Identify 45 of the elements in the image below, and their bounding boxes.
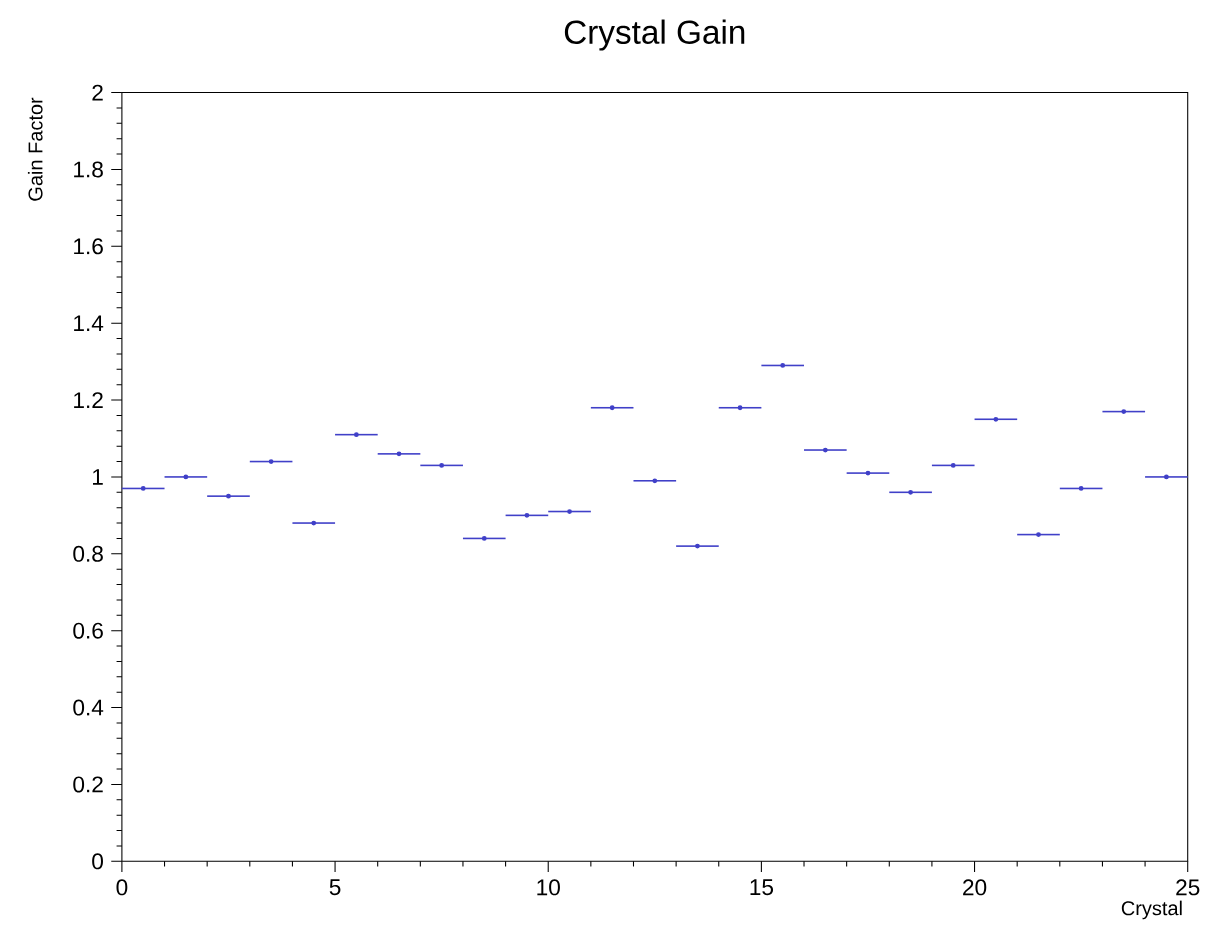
point [695,543,700,549]
y-tick-label: 0.4 [73,699,104,716]
y-tick-label: 1.6 [74,238,103,255]
y-tick-label: 0 [92,853,103,870]
point [311,520,317,526]
point [353,432,359,438]
y-tick-label: 1.8 [74,161,103,178]
point [652,478,658,484]
point [780,363,786,369]
y-tick-label: 1.2 [74,392,103,409]
y-tick-label: 1 [93,469,103,485]
y-axis-title: Gain Factor [27,97,43,201]
point [1121,409,1127,415]
x-tick-label: 5 [329,879,341,896]
point [439,463,445,469]
point [567,509,572,515]
point [396,451,402,457]
point [1078,486,1084,492]
point [908,490,913,495]
point [1163,474,1169,480]
point [865,470,871,476]
x-tick-label: 25 [1176,879,1200,896]
point [822,447,828,453]
y-tick-label: 0.6 [73,622,103,639]
y-tick-label: 2 [92,84,103,101]
x-tick-label: 10 [537,879,560,896]
point [524,513,530,518]
point [183,474,189,480]
chart-title: Crystal Gain [564,19,745,51]
point [993,417,999,422]
point [268,459,274,465]
point [226,493,231,499]
point [481,536,487,542]
y-tick-label: 1.4 [74,315,104,332]
y-tick-label: 0.8 [73,546,103,563]
point [950,463,956,469]
x-tick-label: 15 [750,879,774,896]
point [140,486,146,492]
point [1036,532,1041,538]
x-tick-label: 0 [116,879,128,896]
y-tick-label: 0.2 [73,776,103,793]
point [737,405,743,411]
point [609,405,615,411]
x-axis-title: Crystal [1121,900,1182,920]
x-tick-label: 20 [963,879,987,896]
